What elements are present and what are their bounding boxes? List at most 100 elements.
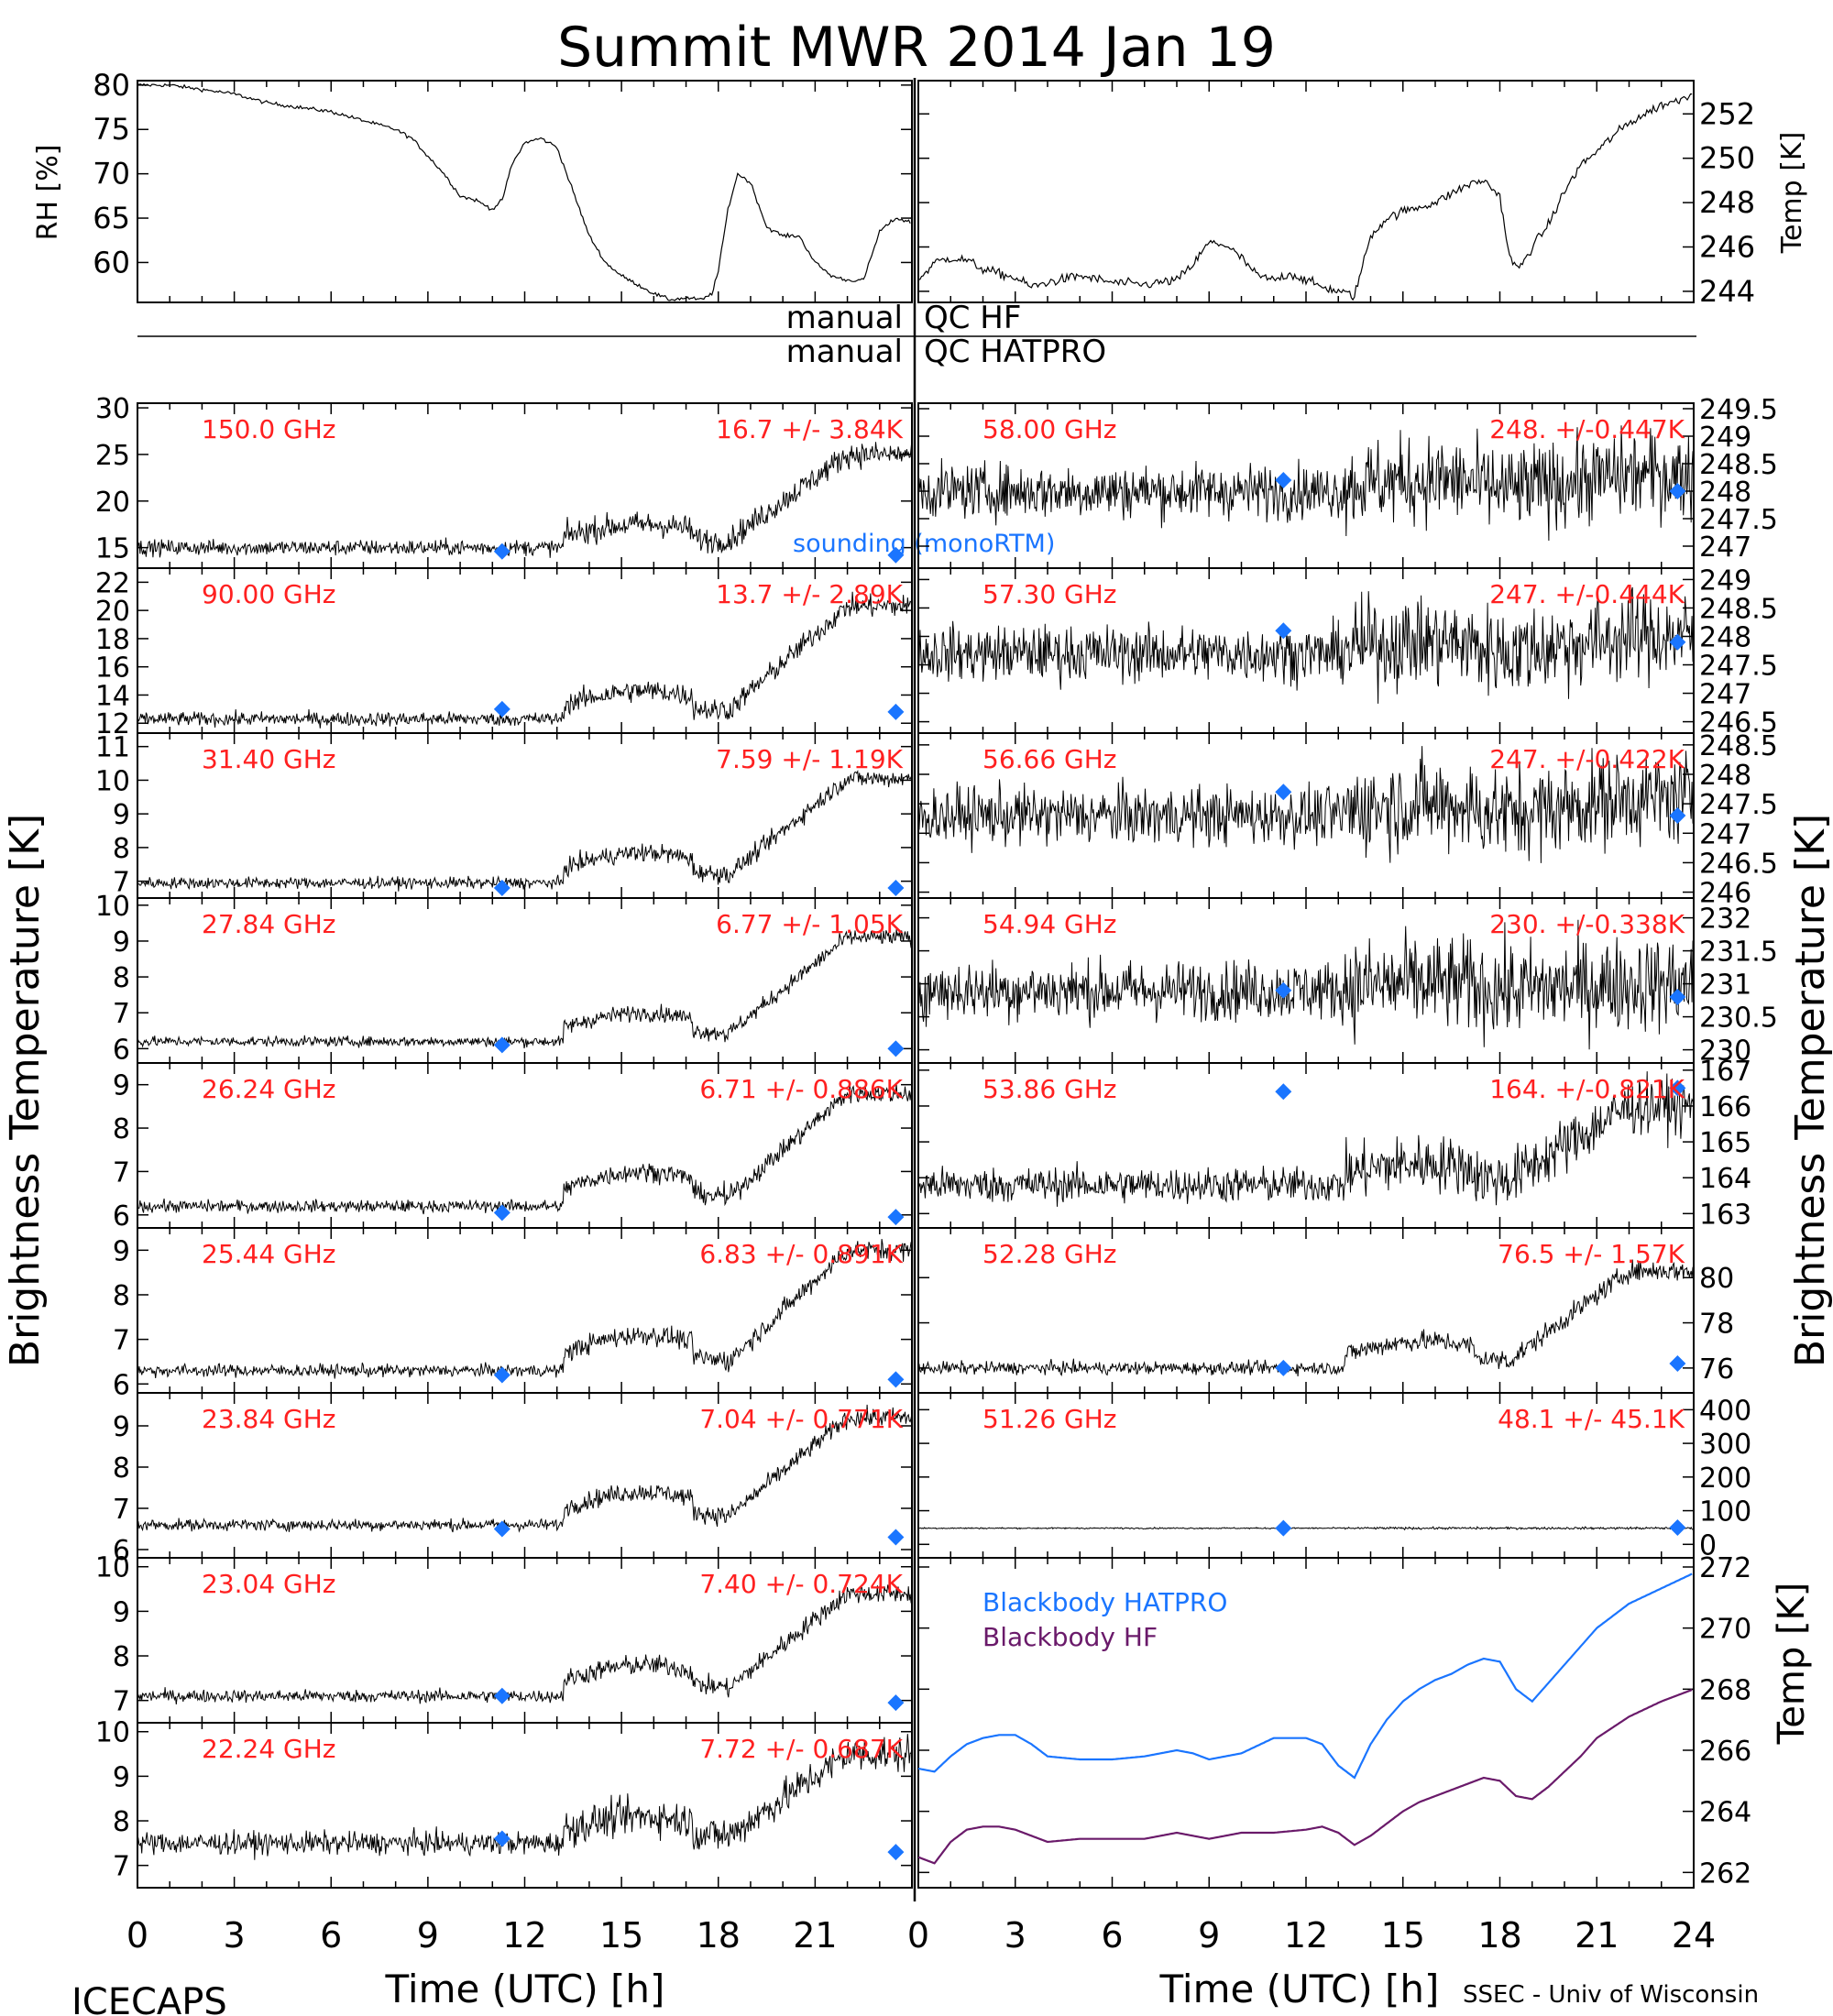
channel-axis-ytick-label: 7	[113, 1851, 130, 1883]
temp-axis-label: Temp [K]	[1776, 132, 1808, 255]
x-tick-label: 6	[320, 1915, 342, 1956]
channel-panel: 7 8 9 10 22.24 GHz 7.72 +/- 0.687K	[95, 1717, 913, 1889]
channel-axis-ytick-label: 30	[95, 393, 130, 425]
sounding-marker	[1669, 1354, 1686, 1372]
channel-axis-ytick-label: 163	[1699, 1199, 1751, 1231]
x-axis-label-right: Time (UTC) [h]	[1159, 1967, 1440, 2011]
channel-axis-ytick-label: 247	[1699, 818, 1751, 850]
channel-axis-ytick-label: 7	[113, 867, 130, 899]
channel-axis-ytick-label: 248.5	[1699, 449, 1778, 481]
channel-series	[137, 1734, 913, 1860]
sounding-marker	[493, 1830, 510, 1847]
channel-frequency-label: 54.94 GHz	[982, 909, 1117, 939]
channel-series	[917, 425, 1695, 542]
sounding-marker	[1669, 483, 1686, 499]
sounding-marker	[1669, 807, 1686, 824]
channel-axis-ytick-label: 247.5	[1699, 651, 1778, 683]
channel-stat-label: 48.1 +/- 45.1K	[1498, 1404, 1685, 1434]
channel-axis-ytick-label: 200	[1699, 1463, 1751, 1495]
channel-axis-ytick-label: 8	[113, 1452, 130, 1485]
channel-frequency-label: 26.24 GHz	[202, 1074, 336, 1104]
channel-series	[137, 929, 913, 1049]
sounding-marker	[493, 1036, 510, 1054]
channel-axis-ytick-label: 7	[113, 1686, 130, 1718]
channel-panel: 15 20 25 30 150.0 GHz 16.7 +/- 3.84K sounding …	[95, 393, 1055, 569]
x-tick-label: 0	[126, 1915, 148, 1956]
channel-axis-ytick-label: 10	[95, 1552, 130, 1584]
channel-frequency-label: 22.24 GHz	[202, 1734, 336, 1764]
qc-row1-right: QC HF	[924, 300, 1021, 336]
channel-axis-ytick-label: 10	[95, 891, 130, 923]
channel-axis-ytick-label: 20	[95, 596, 130, 628]
channel-axis-ytick-label: 166	[1699, 1091, 1751, 1123]
channel-axis-ytick-label: 8	[113, 1806, 130, 1838]
sounding-marker	[1275, 1519, 1292, 1537]
channel-frequency-label: 56.66 GHz	[982, 744, 1117, 774]
channel-axis-ytick-label: 6	[113, 1200, 130, 1233]
temp-axis-ytick-label: 244	[1699, 274, 1755, 309]
sounding-marker	[493, 879, 510, 896]
channel-axis-ytick-label: 247.5	[1699, 789, 1778, 821]
qc-row2-left: manual	[786, 334, 903, 370]
channel-axis-ytick-label: 249	[1699, 422, 1751, 454]
channel-frequency-label: 57.30 GHz	[982, 579, 1117, 609]
right-side-label: Brightness Temperature [K]	[1787, 814, 1833, 1367]
channel-axis-ytick-label: 246.5	[1699, 707, 1778, 740]
sounding-legend: sounding (monoRTM)	[793, 530, 1055, 558]
channel-stat-label: 6.77 +/- 1.05K	[716, 909, 903, 939]
x-tick-label: 18	[1477, 1915, 1521, 1956]
blackbody-axis-label: Temp [K]	[1771, 1583, 1813, 1746]
sounding-marker	[887, 546, 905, 564]
channel-frequency-label: 23.04 GHz	[202, 1569, 336, 1599]
channel-series	[917, 919, 1695, 1050]
channel-series	[137, 1239, 913, 1379]
channel-panels: 15 20 25 30 150.0 GHz 16.7 +/- 3.84K sounding …	[95, 393, 1778, 1889]
channel-axis-ytick-label: 78	[1699, 1309, 1734, 1341]
channel-stat-label: 248. +/-0.447K	[1489, 414, 1685, 444]
blackbody-axis-ytick-label: 272	[1699, 1552, 1751, 1584]
temp-axis-ytick-label: 252	[1699, 96, 1755, 131]
x-axis-label-left: Time (UTC) [h]	[385, 1967, 665, 2011]
rh-axis-ytick-label: 60	[93, 245, 130, 279]
temp-panel-frame	[917, 80, 1695, 303]
sounding-marker	[1669, 989, 1686, 1005]
sounding-marker	[1669, 633, 1686, 651]
qc-row2-right: QC HATPRO	[924, 334, 1106, 370]
rh-axis-label: RH [%]	[32, 145, 64, 241]
channel-series	[917, 586, 1695, 704]
channel-axis-ytick-label: 248	[1699, 477, 1751, 509]
x-tick-label: 0	[907, 1915, 929, 1956]
blackbody-legend-entry: Blackbody HATPRO	[982, 1587, 1227, 1617]
channel-axis-ytick-label: 232	[1699, 904, 1751, 936]
channel-series	[137, 769, 913, 892]
channel-axis-ytick-label: 8	[113, 1280, 130, 1312]
channel-panel: 76 78 80 52.28 GHz 76.5 +/- 1.57K	[917, 1227, 1734, 1394]
channel-axis-ytick-label: 76	[1699, 1353, 1734, 1386]
sounding-marker	[493, 1687, 510, 1704]
sounding-marker	[887, 1371, 905, 1388]
sounding-marker	[1275, 472, 1292, 488]
footer-right: SSEC - Univ of Wisconsin	[1463, 1981, 1759, 2009]
channel-axis-ytick-label: 246.5	[1699, 848, 1778, 880]
channel-series	[137, 1082, 913, 1215]
rh-line	[137, 82, 911, 301]
sounding-marker	[493, 1520, 510, 1538]
channel-axis-ytick-label: 100	[1699, 1496, 1751, 1528]
channel-axis-ytick-label: 7	[113, 1494, 130, 1526]
channel-axis-ytick-label: 247	[1699, 531, 1751, 564]
channel-axis-ytick-label: 0	[1699, 1529, 1717, 1561]
channel-stat-label: 7.40 +/- 0.724K	[699, 1569, 903, 1599]
channel-axis-ytick-label: 80	[1699, 1263, 1734, 1295]
x-tick-label: 6	[1101, 1915, 1123, 1956]
channel-axis-ytick-label: 14	[95, 680, 130, 712]
x-tick-label: 21	[1575, 1915, 1619, 1956]
rh-axis-ytick-label: 75	[93, 112, 130, 147]
channel-axis-ytick-label: 7	[113, 1156, 130, 1189]
channel-frequency-label: 58.00 GHz	[982, 414, 1117, 444]
blackbody-panel: 262 264 266 268 270 272 Blackbody HATPRO Blackb…	[917, 1552, 1813, 1890]
x-tick-label: 3	[224, 1915, 246, 1956]
channel-series	[917, 1071, 1695, 1207]
